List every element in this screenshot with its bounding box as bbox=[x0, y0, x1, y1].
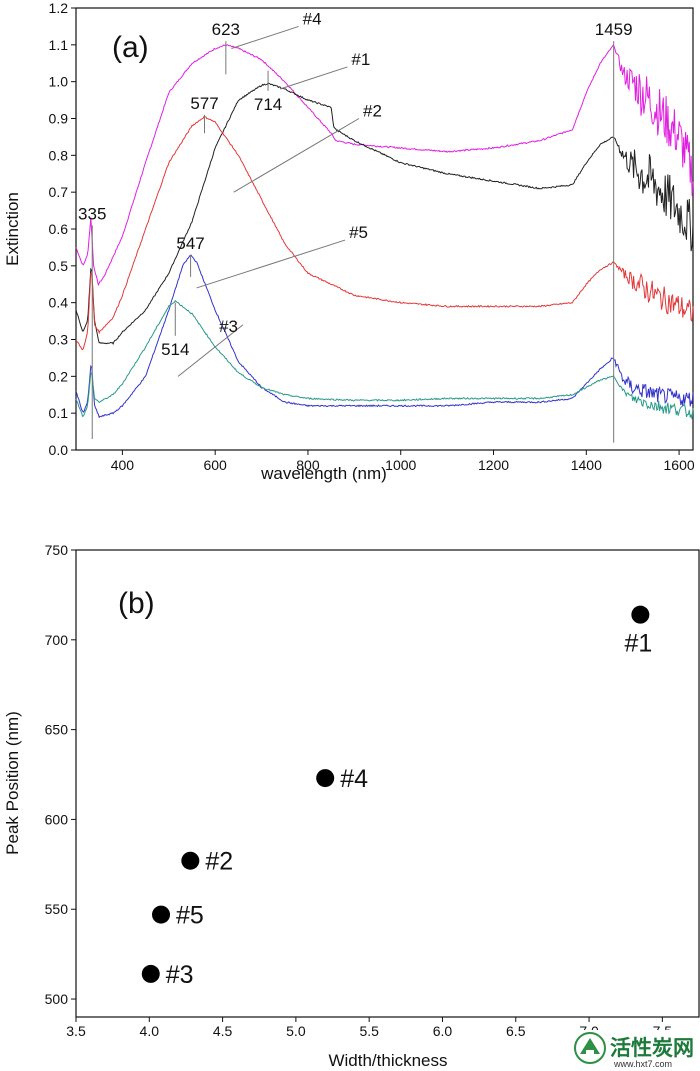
series-label: #2 bbox=[363, 102, 382, 121]
panel-a-y-tick-label: 0.7 bbox=[49, 184, 69, 200]
series-label: #3 bbox=[219, 317, 238, 336]
panel-a-series bbox=[75, 44, 694, 420]
panel-a-y-tick-label: 0.8 bbox=[49, 147, 69, 163]
panel-b-y-tick-label: 700 bbox=[45, 632, 69, 648]
peak-value-label: 714 bbox=[254, 95, 282, 114]
panel-a-y-axis-label: Extinction bbox=[3, 192, 22, 266]
panel-a-y-tick-label: 0.3 bbox=[49, 332, 69, 348]
data-point-label: #5 bbox=[176, 902, 204, 930]
watermark: 活性炭网 www.hxt7.com bbox=[570, 1030, 698, 1070]
peak-value-label: 514 bbox=[161, 340, 189, 359]
panel-b-tag: (b) bbox=[118, 587, 155, 620]
panel-a-y-tick-label: 0.5 bbox=[49, 258, 69, 274]
panel-a-x-tick-label: 1400 bbox=[571, 457, 602, 473]
series-line-n4 bbox=[75, 44, 694, 287]
panel-a-annotations: 335 623 714 577 547 514 1459 bbox=[78, 20, 633, 443]
panel-a-plot-frame bbox=[75, 7, 694, 451]
series-line-n1 bbox=[75, 82, 694, 345]
panel-b-y-tick-label: 500 bbox=[45, 991, 69, 1007]
series-label-leader bbox=[196, 239, 346, 289]
panel-b-y-axis-label: Peak Position (nm) bbox=[3, 711, 22, 855]
peak-value-label: 577 bbox=[190, 94, 218, 113]
data-point-label: #1 bbox=[624, 630, 652, 658]
panel-a-x-tick-label: 1000 bbox=[385, 457, 416, 473]
panel-a-series-labels: #4 #1 #2 #5 #3 bbox=[177, 9, 382, 377]
series-line-n3 bbox=[75, 299, 694, 420]
panel-a-x-tick-label: 400 bbox=[111, 457, 135, 473]
series-line-n5 bbox=[75, 254, 694, 419]
series-label: #4 bbox=[303, 9, 322, 28]
panel-a-y-tick-label: 0.4 bbox=[49, 295, 69, 311]
series-label: #1 bbox=[351, 50, 370, 69]
panel-a-y-tick-label: 1.0 bbox=[49, 74, 69, 90]
panel-b-x-tick-label: 4.5 bbox=[213, 1023, 233, 1039]
panel-b-x-axis-label: Width/thickness bbox=[328, 1051, 447, 1070]
series-label-leader bbox=[231, 25, 299, 49]
series-label-leader bbox=[279, 66, 348, 90]
series-label: #5 bbox=[349, 223, 368, 242]
data-point-n5 bbox=[152, 905, 171, 924]
panel-a-y-ticks: 0.0 0.1 0.2 0.3 0.4 0.5 0.6 0.7 0.8 0.9 1.0 1.1 1.2 bbox=[49, 0, 76, 458]
panel-b-plot-frame bbox=[75, 549, 700, 1018]
panel-b-x-tick-label: 6.5 bbox=[506, 1023, 526, 1039]
series-line-n2 bbox=[75, 115, 694, 351]
panel-b-x-tick-label: 5.0 bbox=[286, 1023, 306, 1039]
data-point-label: #4 bbox=[340, 765, 368, 793]
watermark-url: www.hxt7.com bbox=[613, 1059, 672, 1069]
panel-b-x-tick-label: 3.5 bbox=[66, 1023, 86, 1039]
panel-a-y-tick-label: 0.0 bbox=[49, 442, 69, 458]
panel-b-x-tick-label: 6.0 bbox=[433, 1023, 453, 1039]
panel-a-x-tick-label: 1600 bbox=[664, 457, 695, 473]
panel-a-y-tick-label: 1.1 bbox=[49, 37, 69, 53]
data-point-n4 bbox=[316, 769, 335, 788]
panel-a-tag: (a) bbox=[112, 31, 149, 64]
peak-value-label: 623 bbox=[212, 20, 240, 39]
peak-value-label: 547 bbox=[176, 234, 204, 253]
panel-b-y-tick-label: 600 bbox=[45, 811, 69, 827]
panel-a-y-tick-label: 1.2 bbox=[49, 0, 69, 16]
panel-b-y-ticks: 500 550 600 650 700 750 bbox=[45, 542, 76, 1007]
data-point-n2 bbox=[181, 851, 200, 870]
panel-b-y-tick-label: 750 bbox=[45, 542, 69, 558]
panel-b-y-tick-label: 650 bbox=[45, 722, 69, 738]
panel-a-x-axis-label: wavelength (nm) bbox=[260, 464, 387, 483]
panel-a-x-tick-label: 800 bbox=[296, 457, 320, 473]
peak-value-label: 1459 bbox=[595, 20, 633, 39]
series-label-leader bbox=[177, 324, 244, 377]
panel-a-x-ticks: 400 600 800 1000 1200 1400 1600 bbox=[111, 450, 695, 473]
panel-a-y-tick-label: 0.1 bbox=[49, 405, 69, 421]
panel-a-y-tick-label: 0.9 bbox=[49, 111, 69, 127]
data-point-label: #3 bbox=[166, 961, 194, 989]
panel-a-x-tick-label: 600 bbox=[203, 457, 227, 473]
data-point-label: #2 bbox=[205, 848, 233, 876]
data-point-n1 bbox=[631, 605, 650, 624]
panel-a-extinction-chart: 0.00.10.20.30.40.50.60.70.80.91.01.11.2 … bbox=[3, 0, 695, 483]
peak-value-label: 335 bbox=[78, 204, 106, 223]
panel-a-y-tick-label: 0.6 bbox=[49, 221, 69, 237]
panel-b-y-tick-label: 550 bbox=[45, 901, 69, 917]
series-label-leader bbox=[233, 118, 360, 193]
panel-b-x-tick-label: 4.0 bbox=[140, 1023, 160, 1039]
panel-b-peak-position-chart: 500 550 600 650 700 750 3.5 4.0 4.5 5.0 5.5 6.0 6.5… bbox=[3, 542, 700, 1070]
panel-a-y-tick-label: 0.2 bbox=[49, 368, 69, 384]
watermark-text: 活性炭网 bbox=[610, 1036, 694, 1060]
watermark-logo-icon bbox=[574, 1032, 606, 1064]
data-point-n3 bbox=[141, 964, 160, 983]
panel-b-x-tick-label: 5.5 bbox=[359, 1023, 379, 1039]
panel-b-points: #1 #4 #2#5 #3 bbox=[141, 605, 652, 989]
panel-a-x-tick-label: 1200 bbox=[478, 457, 509, 473]
